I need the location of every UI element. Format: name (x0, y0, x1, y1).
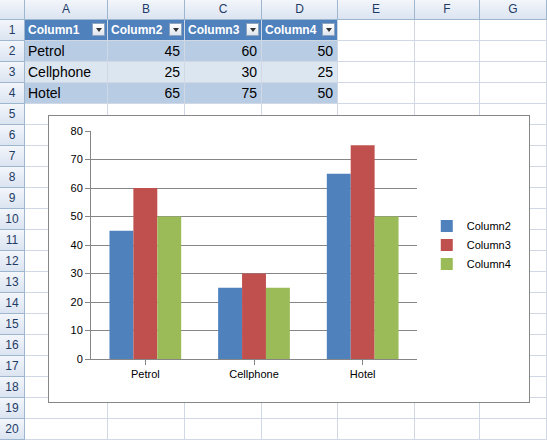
svg-text:Petrol: Petrol (131, 368, 160, 380)
svg-text:10: 10 (71, 324, 83, 336)
html-text:D: D (295, 2, 304, 16)
html-text:7: 7 (8, 149, 16, 163)
html-text:Hotel: Hotel (28, 85, 61, 101)
svg-text:Column4: Column4 (467, 258, 511, 270)
html-text:13: 13 (5, 275, 19, 289)
html-text:8: 8 (8, 170, 16, 184)
html-text:20: 20 (5, 422, 19, 436)
svg-text:Column3: Column3 (467, 239, 511, 251)
html-text:Column2: Column2 (111, 23, 163, 37)
html-text:Column4: Column4 (265, 23, 317, 37)
html-text:6: 6 (8, 128, 16, 142)
html-text:16: 16 (5, 338, 19, 352)
svg-text:60: 60 (71, 182, 83, 194)
html-text:Petrol: Petrol (28, 43, 65, 59)
html-text:1: 1 (8, 23, 16, 37)
html-text:Cellphone: Cellphone (28, 64, 92, 80)
html-text:G: G (508, 2, 518, 16)
html-text:4: 4 (8, 86, 16, 100)
html-text:75: 75 (241, 85, 257, 101)
html-text:45: 45 (164, 43, 180, 59)
html-text:65: 65 (164, 85, 180, 101)
html-text:2: 2 (8, 44, 16, 58)
html-text:3: 3 (8, 65, 16, 79)
html-text:60: 60 (241, 43, 257, 59)
svg-text:30: 30 (71, 267, 83, 279)
svg-text:70: 70 (71, 153, 83, 165)
svg-text:0: 0 (77, 353, 83, 365)
svg-text:Cellphone: Cellphone (229, 368, 279, 380)
html-text:11: 11 (5, 233, 19, 247)
html-text:18: 18 (5, 380, 19, 394)
html-text:17: 17 (5, 359, 19, 373)
html-text:C: C (218, 2, 228, 16)
svg-text:Column2: Column2 (467, 220, 511, 232)
svg-text:50: 50 (71, 210, 83, 222)
html-text:25: 25 (317, 64, 333, 80)
svg-text:40: 40 (71, 239, 83, 251)
html-text:19: 19 (5, 401, 19, 415)
html-text:Column1: Column1 (28, 23, 80, 37)
svg-text:20: 20 (71, 296, 83, 308)
svg-text:Hotel: Hotel (350, 368, 376, 380)
html-text:50: 50 (317, 43, 333, 59)
html-text:50: 50 (317, 85, 333, 101)
html-text:10: 10 (5, 212, 19, 226)
html-text:14: 14 (5, 296, 19, 310)
html-text:25: 25 (164, 64, 180, 80)
html-text:30: 30 (241, 64, 257, 80)
html-text:15: 15 (5, 317, 19, 331)
svg-text:80: 80 (71, 125, 83, 137)
html-text:F: F (443, 2, 451, 16)
html-text:9: 9 (8, 191, 16, 205)
html-text:Column3: Column3 (188, 23, 240, 37)
html-text:5: 5 (8, 107, 16, 121)
html-text:E: E (372, 2, 380, 16)
html-text:B: B (142, 2, 150, 16)
html-text:A: A (62, 2, 70, 16)
html-text:12: 12 (5, 254, 19, 268)
